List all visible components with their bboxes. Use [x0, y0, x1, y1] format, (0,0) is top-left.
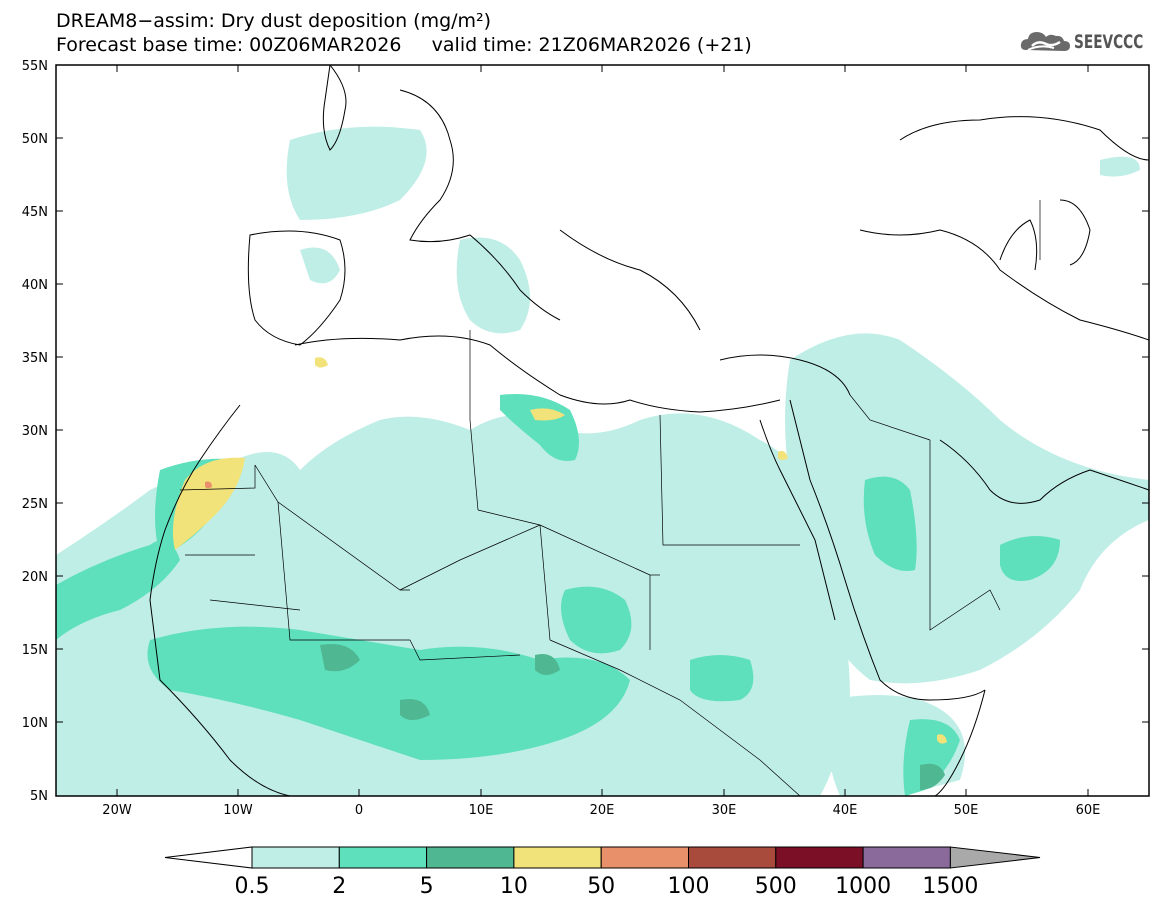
legend-swatch — [862, 846, 951, 869]
legend-swatch — [600, 846, 690, 869]
legend-swatch — [338, 846, 428, 869]
lon-label: 10E — [469, 803, 494, 818]
lon-label: 10W — [223, 803, 253, 818]
dust-level-5 — [320, 644, 945, 790]
legend-swatch — [688, 846, 777, 869]
legend-level-label: 10 — [500, 874, 528, 899]
lat-label: 25N — [22, 497, 48, 512]
lat-tick-labels: 55N 50N 45N 40N 35N 30N 25N 20N 15N 10N … — [22, 59, 48, 804]
legend-swatch — [251, 846, 340, 869]
lat-ticks — [56, 64, 1149, 723]
lat-label: 30N — [22, 424, 48, 439]
lon-label: 20W — [102, 803, 132, 818]
lon-label: 60E — [1076, 803, 1101, 818]
seevccc-logo — [1018, 26, 1153, 56]
map-plot-area — [56, 65, 1149, 796]
legend-level-label: 100 — [668, 874, 710, 899]
forecast-time-subtitle: Forecast base time: 00Z06MAR2026 valid t… — [56, 34, 752, 56]
lat-label: 45N — [22, 205, 48, 220]
lon-tick-labels: 20W 10W 0 10E 20E 30E 40E 50E 60E — [102, 803, 1100, 818]
legend-level-label: 1500 — [922, 874, 978, 899]
lat-label: 40N — [22, 278, 48, 293]
lon-label: 50E — [954, 803, 979, 818]
legend-arrow-low — [164, 846, 253, 869]
dust-level-2 — [56, 394, 1060, 796]
legend-level-label: 50 — [587, 874, 615, 899]
lat-label: 5N — [30, 789, 48, 804]
legend-arrow-high — [949, 846, 1041, 869]
legend-level-label: 5 — [420, 874, 434, 899]
lat-label: 10N — [22, 716, 48, 731]
lat-label: 15N — [22, 643, 48, 658]
lon-label: 0 — [355, 803, 363, 818]
legend-swatch — [775, 846, 864, 869]
legend-level-label: 2 — [332, 874, 346, 899]
legend-level-label: 500 — [755, 874, 797, 899]
lat-label: 50N — [22, 132, 48, 147]
map-title: DREAM8−assim: Dry dust deposition (mg/m²… — [56, 10, 492, 32]
lon-ticks — [116, 65, 1089, 796]
dust-level-50 — [205, 481, 212, 489]
color-legend: 0.5 2 5 10 50 100 500 1000 1500 — [164, 846, 1041, 899]
dust-level-10 — [172, 357, 947, 744]
legend-level-label: 0.5 — [235, 874, 270, 899]
lon-label: 30E — [712, 803, 737, 818]
logo-text: SEEVCCC — [1074, 31, 1144, 53]
lat-label: 35N — [22, 351, 48, 366]
legend-level-label: 1000 — [835, 874, 891, 899]
coastlines-borders — [149, 65, 1149, 796]
lat-label: 55N — [22, 59, 48, 74]
lat-label: 20N — [22, 570, 48, 585]
legend-swatch — [426, 846, 515, 869]
legend-swatch — [513, 846, 602, 869]
country-borders — [179, 200, 1041, 796]
lon-label: 20E — [590, 803, 615, 818]
lon-label: 40E — [833, 803, 858, 818]
cloud-logo-icon — [1020, 32, 1070, 51]
